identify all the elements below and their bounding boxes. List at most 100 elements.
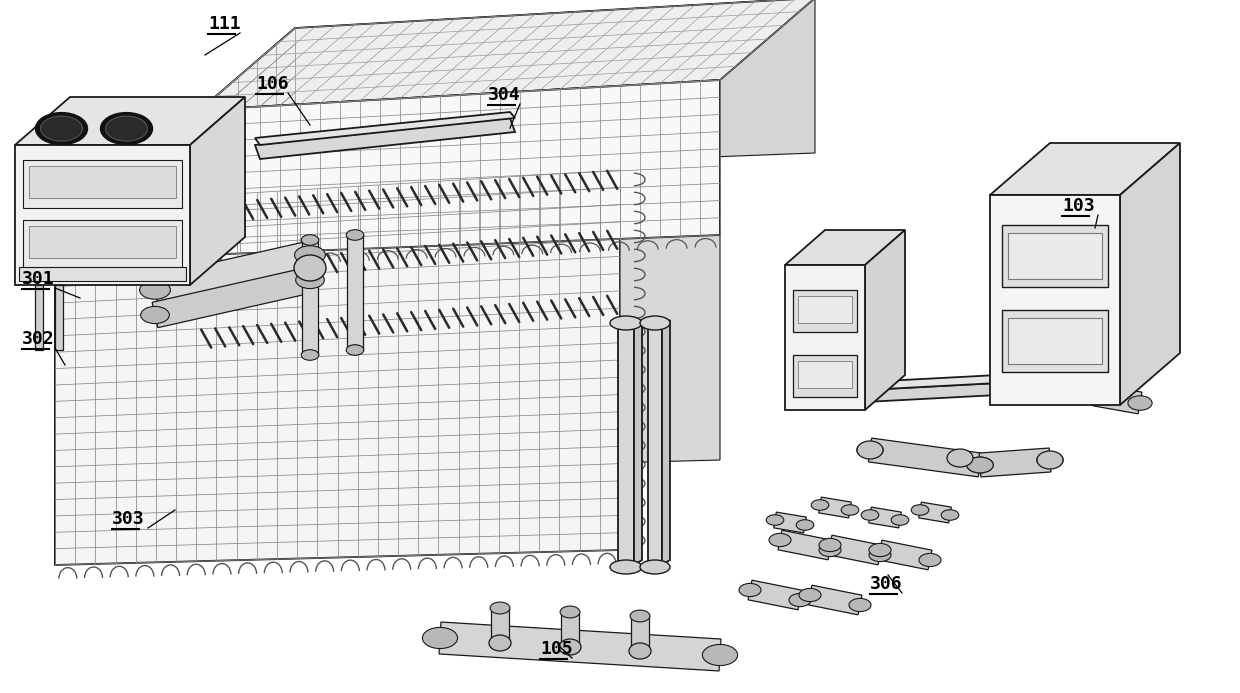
Polygon shape bbox=[491, 608, 508, 643]
Ellipse shape bbox=[140, 306, 170, 324]
Polygon shape bbox=[55, 170, 620, 565]
Ellipse shape bbox=[640, 560, 670, 574]
Ellipse shape bbox=[610, 316, 642, 330]
Ellipse shape bbox=[301, 235, 319, 245]
Polygon shape bbox=[774, 512, 806, 533]
Ellipse shape bbox=[100, 112, 153, 145]
Ellipse shape bbox=[818, 543, 841, 556]
Polygon shape bbox=[866, 372, 1055, 390]
Polygon shape bbox=[1120, 143, 1180, 405]
Polygon shape bbox=[35, 285, 43, 350]
Polygon shape bbox=[55, 115, 155, 565]
Ellipse shape bbox=[892, 515, 909, 525]
Polygon shape bbox=[1058, 349, 1107, 379]
Polygon shape bbox=[1008, 318, 1102, 364]
Ellipse shape bbox=[490, 602, 510, 614]
Text: 105: 105 bbox=[539, 640, 573, 658]
Polygon shape bbox=[748, 580, 802, 610]
Ellipse shape bbox=[862, 510, 879, 520]
Ellipse shape bbox=[869, 543, 892, 556]
Ellipse shape bbox=[967, 457, 993, 473]
Polygon shape bbox=[868, 438, 982, 477]
Polygon shape bbox=[799, 296, 852, 323]
Ellipse shape bbox=[610, 560, 642, 574]
Ellipse shape bbox=[1128, 396, 1152, 410]
Polygon shape bbox=[866, 230, 905, 410]
Polygon shape bbox=[200, 28, 295, 255]
Ellipse shape bbox=[919, 554, 941, 567]
Ellipse shape bbox=[301, 350, 319, 360]
Polygon shape bbox=[1008, 233, 1102, 279]
Ellipse shape bbox=[560, 606, 580, 618]
Ellipse shape bbox=[1037, 452, 1063, 468]
Polygon shape bbox=[777, 530, 832, 560]
Polygon shape bbox=[818, 497, 852, 518]
Polygon shape bbox=[794, 290, 857, 332]
Ellipse shape bbox=[41, 116, 83, 141]
Polygon shape bbox=[24, 160, 182, 208]
Polygon shape bbox=[878, 541, 932, 570]
Ellipse shape bbox=[967, 457, 993, 473]
Ellipse shape bbox=[140, 281, 170, 299]
Ellipse shape bbox=[857, 441, 883, 459]
Text: 303: 303 bbox=[112, 510, 145, 528]
Ellipse shape bbox=[811, 500, 828, 510]
Polygon shape bbox=[662, 320, 670, 565]
Text: 103: 103 bbox=[1061, 197, 1095, 215]
Polygon shape bbox=[303, 240, 317, 355]
Polygon shape bbox=[153, 267, 312, 328]
Polygon shape bbox=[1002, 225, 1109, 287]
Polygon shape bbox=[439, 622, 720, 671]
Polygon shape bbox=[990, 195, 1120, 405]
Ellipse shape bbox=[739, 584, 761, 597]
Polygon shape bbox=[24, 220, 182, 268]
Ellipse shape bbox=[560, 641, 580, 653]
Ellipse shape bbox=[295, 246, 325, 264]
Ellipse shape bbox=[796, 520, 813, 530]
Polygon shape bbox=[200, 80, 720, 255]
Ellipse shape bbox=[640, 316, 670, 330]
Polygon shape bbox=[347, 235, 363, 350]
Polygon shape bbox=[1002, 310, 1109, 372]
Polygon shape bbox=[649, 325, 662, 565]
Ellipse shape bbox=[947, 449, 973, 467]
Polygon shape bbox=[560, 612, 579, 647]
Text: 306: 306 bbox=[870, 575, 903, 593]
Ellipse shape bbox=[766, 515, 784, 525]
Ellipse shape bbox=[423, 627, 458, 649]
Polygon shape bbox=[19, 267, 186, 281]
Polygon shape bbox=[29, 226, 176, 258]
Polygon shape bbox=[618, 325, 634, 565]
Ellipse shape bbox=[789, 593, 811, 606]
Polygon shape bbox=[55, 285, 63, 350]
Polygon shape bbox=[794, 355, 857, 397]
Text: 111: 111 bbox=[208, 15, 241, 33]
Polygon shape bbox=[153, 241, 312, 304]
Polygon shape bbox=[785, 230, 905, 265]
Polygon shape bbox=[799, 361, 852, 388]
Text: 304: 304 bbox=[489, 86, 521, 104]
Ellipse shape bbox=[818, 538, 841, 552]
Ellipse shape bbox=[849, 598, 870, 612]
Polygon shape bbox=[785, 265, 866, 410]
Polygon shape bbox=[808, 585, 862, 615]
Ellipse shape bbox=[295, 272, 325, 288]
Ellipse shape bbox=[630, 645, 650, 657]
Polygon shape bbox=[29, 166, 176, 198]
Polygon shape bbox=[15, 97, 246, 145]
Ellipse shape bbox=[869, 548, 892, 561]
Polygon shape bbox=[255, 118, 515, 159]
Ellipse shape bbox=[769, 534, 791, 547]
Ellipse shape bbox=[911, 505, 929, 516]
Ellipse shape bbox=[490, 637, 510, 649]
Text: 301: 301 bbox=[22, 270, 55, 288]
Ellipse shape bbox=[702, 644, 738, 665]
Polygon shape bbox=[828, 535, 882, 565]
Ellipse shape bbox=[630, 610, 650, 622]
Ellipse shape bbox=[799, 588, 821, 602]
Ellipse shape bbox=[1048, 353, 1073, 367]
Polygon shape bbox=[990, 143, 1180, 195]
Ellipse shape bbox=[346, 344, 363, 356]
Ellipse shape bbox=[36, 112, 88, 145]
Ellipse shape bbox=[105, 116, 148, 141]
